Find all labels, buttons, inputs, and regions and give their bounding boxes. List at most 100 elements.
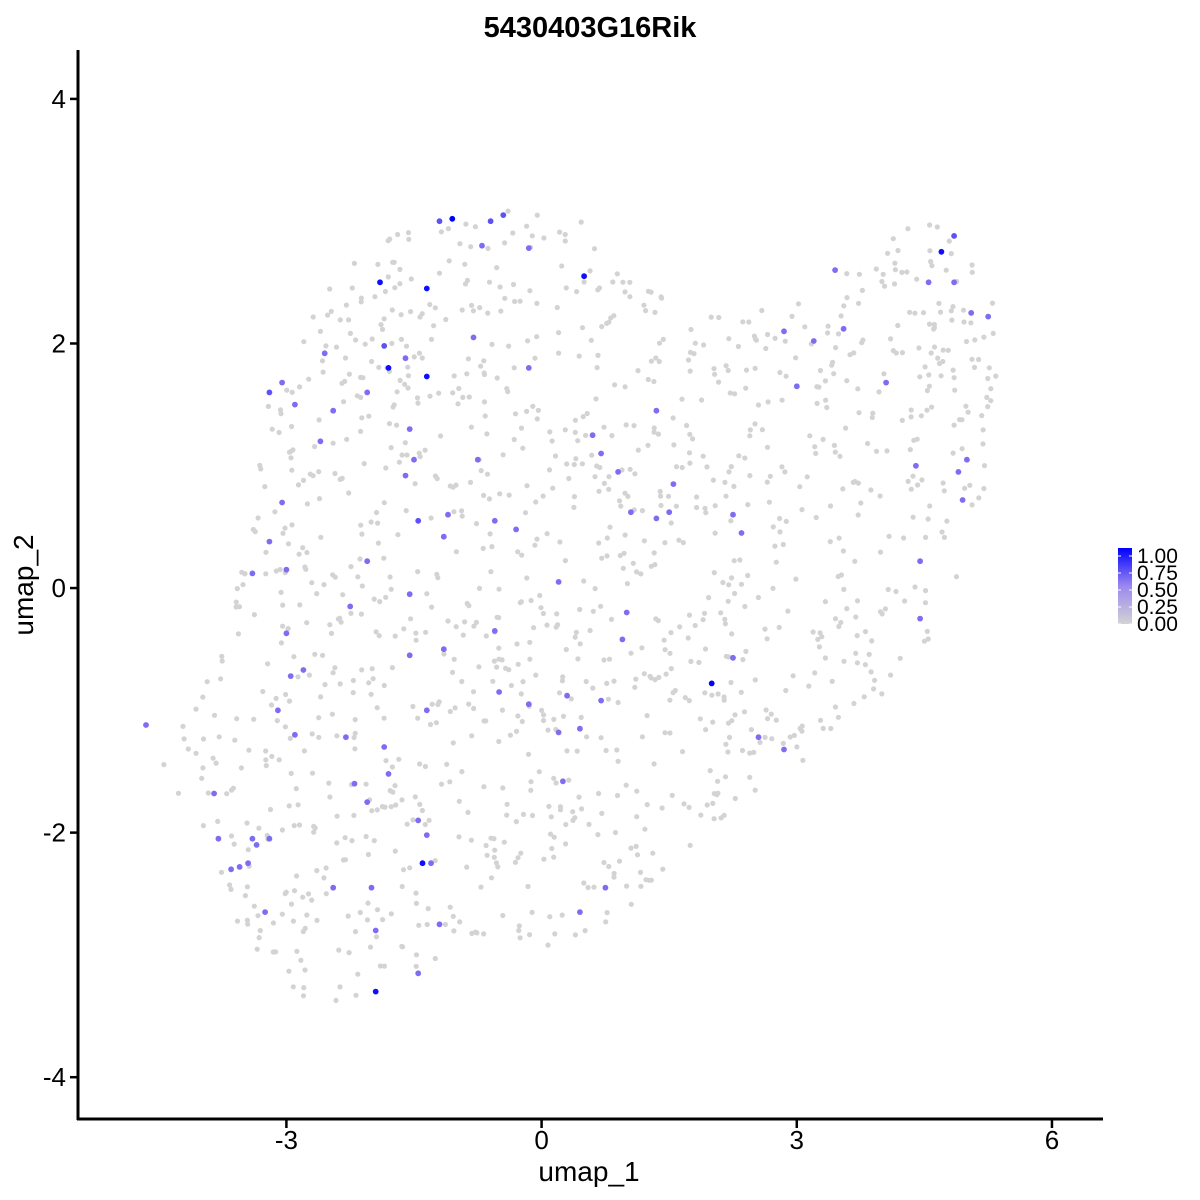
cell-point: [556, 350, 562, 356]
cell-point: [489, 341, 495, 347]
expressing-cell-point: [951, 233, 957, 239]
cell-point: [667, 650, 673, 656]
cell-point: [662, 540, 668, 546]
cell-point: [736, 453, 742, 459]
cell-point: [397, 281, 403, 287]
cell-point: [525, 751, 532, 757]
cell-point: [487, 531, 493, 537]
cell-point: [599, 810, 605, 817]
expressing-cell-point: [347, 603, 354, 610]
cell-point: [604, 680, 610, 687]
cell-point: [424, 591, 430, 597]
cell-point: [725, 598, 731, 604]
cell-point: [500, 785, 506, 791]
cell-point: [841, 658, 847, 664]
expressing-cell-point: [602, 884, 609, 891]
cell-point: [432, 305, 438, 311]
cell-point: [841, 303, 847, 309]
expressing-cell-point: [381, 744, 388, 750]
cell-point: [873, 266, 879, 272]
cell-point: [462, 619, 468, 625]
cell-point: [681, 801, 687, 807]
cell-point: [453, 482, 459, 488]
cell-point: [447, 904, 453, 910]
cell-point: [296, 822, 303, 828]
cell-point: [372, 294, 378, 300]
expressing-cell-point: [292, 401, 298, 408]
cell-point: [254, 946, 260, 952]
cell-point: [374, 807, 380, 813]
cell-point: [769, 736, 775, 742]
cell-point: [752, 421, 758, 427]
cell-point: [378, 322, 384, 328]
cell-point: [340, 857, 347, 863]
cell-point: [953, 574, 960, 580]
cell-point: [541, 856, 547, 862]
expressing-cell-point: [385, 365, 392, 371]
cell-point: [276, 757, 282, 763]
cell-point: [319, 358, 326, 364]
cell-point: [417, 314, 423, 320]
cell-point: [344, 436, 350, 442]
cell-point: [581, 279, 587, 285]
cell-point: [595, 352, 601, 358]
cell-point: [644, 802, 650, 808]
cell-point: [891, 281, 898, 287]
cell-point: [596, 540, 602, 546]
cell-point: [289, 522, 295, 528]
cell-point: [782, 338, 788, 344]
cell-point: [924, 388, 931, 394]
cell-point: [735, 343, 742, 350]
cell-point: [968, 320, 974, 326]
cell-point: [985, 404, 991, 410]
cell-point: [262, 484, 268, 490]
cell-point: [853, 650, 859, 656]
cell-point: [551, 854, 557, 860]
cell-point: [934, 224, 940, 230]
cell-point: [470, 689, 477, 695]
cell-point: [282, 724, 288, 730]
cell-point: [738, 689, 744, 695]
expressing-cell-point: [755, 734, 762, 741]
cell-point: [312, 651, 318, 657]
cell-point: [584, 410, 590, 417]
expressing-cell-point: [708, 680, 715, 687]
expressing-cell-point: [411, 456, 417, 463]
cell-point: [532, 355, 538, 361]
cell-point: [452, 705, 458, 711]
cell-point: [360, 375, 366, 381]
cell-point: [800, 757, 806, 763]
cell-point: [660, 336, 666, 342]
cell-point: [515, 661, 521, 667]
cell-point: [433, 720, 439, 726]
cell-point: [367, 944, 374, 950]
cell-point: [703, 727, 709, 733]
cell-point: [959, 446, 965, 452]
cell-point: [459, 508, 465, 514]
cell-point: [429, 701, 435, 707]
cell-point: [870, 410, 876, 416]
cell-point: [556, 330, 562, 336]
expressing-cell-point: [964, 456, 970, 463]
cell-point: [806, 683, 812, 689]
cell-point: [381, 963, 387, 969]
cell-point: [506, 343, 512, 349]
cell-point: [904, 269, 910, 275]
cell-point: [295, 802, 301, 808]
cell-point: [562, 427, 568, 433]
cell-point: [852, 558, 858, 564]
cell-point: [484, 471, 491, 477]
cell-point: [716, 314, 722, 321]
cell-point: [611, 870, 617, 877]
cell-point: [392, 285, 398, 291]
cell-point: [473, 521, 480, 527]
cell-point: [477, 305, 483, 311]
expressing-cell-point: [913, 462, 919, 469]
cell-point: [824, 404, 830, 411]
cell-point: [616, 858, 623, 864]
cell-point: [417, 761, 423, 767]
cell-point: [772, 543, 778, 549]
cell-point: [349, 285, 355, 291]
cell-point: [446, 258, 452, 264]
cell-point: [707, 768, 713, 774]
